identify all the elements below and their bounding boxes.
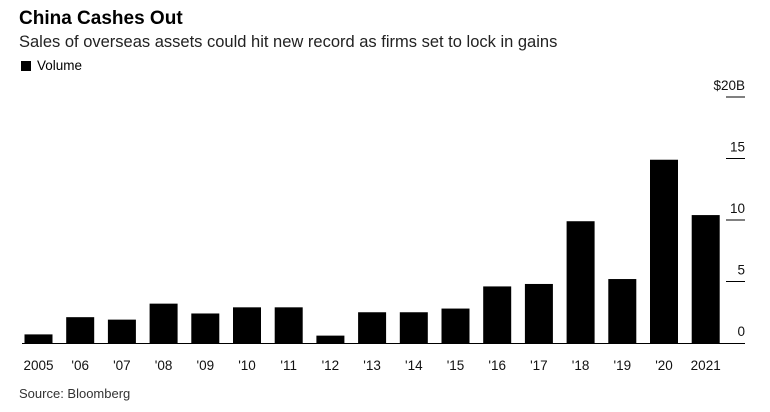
x-tick-label: '11 — [280, 358, 297, 373]
x-tick-label: '12 — [322, 358, 340, 373]
x-tick-label: '17 — [530, 358, 548, 373]
bar — [233, 307, 261, 343]
x-axis-labels: 2005 '06 '07 '08 '09 '10 '11 '12 '13 '14 '15 '16 '17… — [23, 358, 720, 373]
y-tick-label: 0 — [737, 324, 745, 339]
x-tick-label: 2021 — [691, 358, 721, 373]
y-tick-label: 15 — [730, 140, 745, 155]
x-tick-label: '14 — [405, 358, 423, 373]
bar — [691, 215, 720, 343]
x-tick-label: '08 — [155, 358, 173, 373]
x-tick-label: '15 — [447, 358, 465, 373]
x-tick-label: '16 — [488, 358, 506, 373]
bar — [608, 279, 637, 343]
bar — [107, 319, 136, 343]
x-tick-label: '10 — [238, 358, 256, 373]
bar — [274, 307, 303, 343]
bars — [24, 159, 720, 343]
y-tick-label: 5 — [737, 263, 745, 278]
x-tick-label: '20 — [655, 358, 673, 373]
x-tick-label: '19 — [614, 358, 632, 373]
x-tick-label: 2005 — [23, 358, 53, 373]
y-axis: 0 5 10 15 $20B — [713, 78, 745, 339]
bar — [191, 313, 220, 343]
x-tick-label: '13 — [363, 358, 381, 373]
bar — [524, 283, 553, 343]
bar — [399, 312, 428, 343]
y-tick-label: 10 — [730, 201, 745, 216]
bar — [441, 308, 470, 343]
x-tick-label: '18 — [572, 358, 590, 373]
x-tick-label: '07 — [113, 358, 131, 373]
bar — [66, 317, 95, 343]
bar — [316, 335, 345, 343]
chart-title: China Cashes Out — [19, 8, 183, 29]
source-note: Source: Bloomberg — [19, 386, 131, 401]
bar — [149, 303, 178, 343]
x-tick-label: '06 — [71, 358, 89, 373]
y-tick-label: $20B — [713, 78, 745, 93]
legend-swatch — [21, 60, 31, 71]
bar — [483, 286, 512, 343]
bar — [24, 334, 53, 343]
bar — [358, 312, 387, 343]
bar — [566, 221, 595, 343]
legend-label: Volume — [37, 58, 83, 73]
chart-subtitle: Sales of overseas assets could hit new r… — [19, 33, 558, 51]
x-tick-label: '09 — [197, 358, 215, 373]
bar — [650, 159, 678, 343]
legend: Volume — [21, 58, 82, 73]
